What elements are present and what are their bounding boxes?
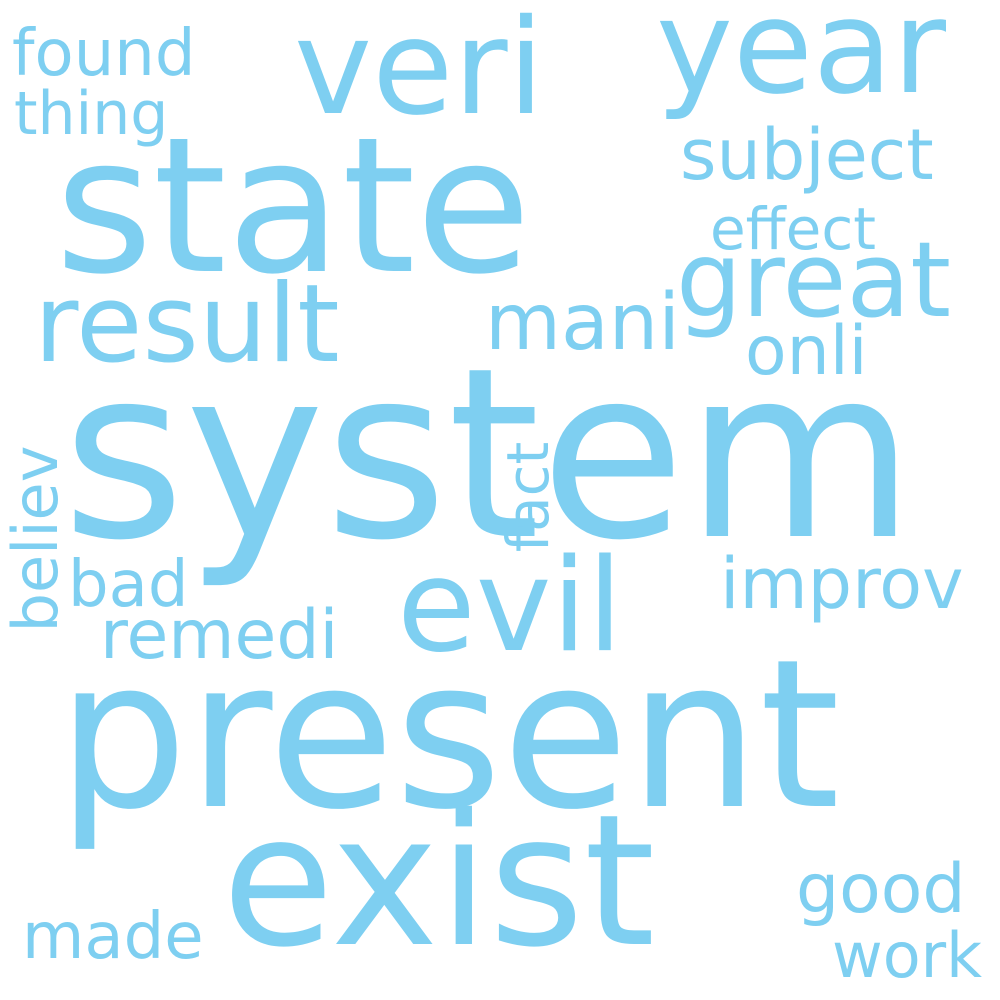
word-thing: thing bbox=[14, 79, 169, 149]
word-veri: veri bbox=[294, 0, 545, 145]
word-found: found bbox=[12, 17, 196, 91]
word-subject: subject bbox=[680, 114, 934, 196]
word-remedi: remedi bbox=[100, 596, 339, 675]
word-fact: fact bbox=[494, 441, 562, 553]
word-evil: evil bbox=[397, 532, 623, 681]
word-improv: improv bbox=[720, 543, 964, 625]
word-state: state bbox=[55, 97, 532, 316]
word-system: system bbox=[62, 317, 916, 592]
word-believ: believ bbox=[0, 445, 72, 633]
word-work: work bbox=[832, 919, 983, 992]
word-result: result bbox=[34, 262, 340, 387]
word-bad: bad bbox=[68, 548, 189, 622]
word-great: great bbox=[676, 219, 951, 341]
word-year: year bbox=[656, 0, 947, 123]
word-present: present bbox=[57, 615, 841, 855]
word-effect: effect bbox=[710, 195, 876, 263]
word-mani: mani bbox=[485, 278, 680, 368]
word-good: good bbox=[796, 850, 966, 929]
word-exist: exist bbox=[222, 775, 656, 987]
word-onli: onli bbox=[745, 312, 868, 391]
word-made: made bbox=[22, 900, 204, 974]
